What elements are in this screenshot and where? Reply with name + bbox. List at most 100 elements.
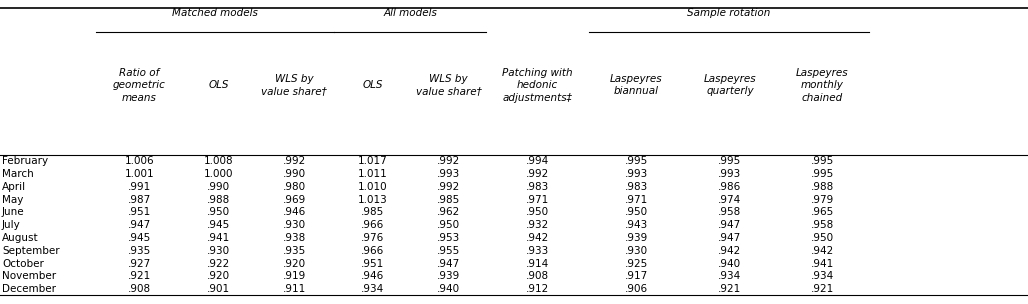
Text: .942: .942 — [526, 233, 549, 243]
Text: .925: .925 — [625, 259, 648, 268]
Text: .983: .983 — [526, 182, 549, 192]
Text: .990: .990 — [207, 182, 230, 192]
Text: .921: .921 — [719, 284, 741, 294]
Text: .901: .901 — [207, 284, 230, 294]
Text: .983: .983 — [625, 182, 648, 192]
Text: .995: .995 — [719, 157, 741, 166]
Text: .993: .993 — [437, 169, 461, 179]
Text: 1.011: 1.011 — [358, 169, 388, 179]
Text: .985: .985 — [361, 208, 384, 217]
Text: .992: .992 — [283, 157, 305, 166]
Text: .971: .971 — [625, 195, 648, 205]
Text: 1.001: 1.001 — [124, 169, 154, 179]
Text: Patching with
hedonic
adjustments‡: Patching with hedonic adjustments‡ — [503, 68, 573, 102]
Text: .950: .950 — [437, 220, 461, 230]
Text: .980: .980 — [283, 182, 305, 192]
Text: .993: .993 — [625, 169, 648, 179]
Text: .920: .920 — [283, 259, 305, 268]
Text: March: March — [2, 169, 34, 179]
Text: .947: .947 — [437, 259, 461, 268]
Text: 1.013: 1.013 — [358, 195, 388, 205]
Text: .935: .935 — [127, 246, 151, 256]
Text: WLS by
value share†: WLS by value share† — [261, 74, 327, 96]
Text: .941: .941 — [811, 259, 834, 268]
Text: .988: .988 — [207, 195, 230, 205]
Text: .908: .908 — [526, 271, 549, 281]
Text: .966: .966 — [361, 246, 384, 256]
Text: .940: .940 — [437, 284, 461, 294]
Text: .930: .930 — [283, 220, 305, 230]
Text: Laspeyres
biannual: Laspeyres biannual — [610, 74, 663, 96]
Text: .988: .988 — [811, 182, 834, 192]
Text: .921: .921 — [127, 271, 151, 281]
Text: .986: .986 — [719, 182, 741, 192]
Text: .962: .962 — [437, 208, 461, 217]
Text: .995: .995 — [811, 169, 834, 179]
Text: June: June — [2, 208, 25, 217]
Text: .969: .969 — [283, 195, 305, 205]
Text: .965: .965 — [811, 208, 834, 217]
Text: August: August — [2, 233, 39, 243]
Text: .992: .992 — [437, 182, 461, 192]
Text: September: September — [2, 246, 60, 256]
Text: February: February — [2, 157, 48, 166]
Text: .955: .955 — [437, 246, 461, 256]
Text: .943: .943 — [625, 220, 648, 230]
Text: .922: .922 — [207, 259, 230, 268]
Text: .995: .995 — [625, 157, 648, 166]
Text: .979: .979 — [811, 195, 834, 205]
Text: .935: .935 — [283, 246, 305, 256]
Text: .930: .930 — [207, 246, 230, 256]
Text: .995: .995 — [811, 157, 834, 166]
Text: .933: .933 — [526, 246, 549, 256]
Text: .934: .934 — [361, 284, 384, 294]
Text: .911: .911 — [283, 284, 305, 294]
Text: .912: .912 — [526, 284, 549, 294]
Text: .917: .917 — [625, 271, 648, 281]
Text: .951: .951 — [361, 259, 384, 268]
Text: .939: .939 — [437, 271, 461, 281]
Text: .950: .950 — [811, 233, 834, 243]
Text: .990: .990 — [283, 169, 305, 179]
Text: .953: .953 — [437, 233, 461, 243]
Text: 1.006: 1.006 — [124, 157, 154, 166]
Text: .950: .950 — [207, 208, 230, 217]
Text: .958: .958 — [719, 208, 741, 217]
Text: .992: .992 — [526, 169, 549, 179]
Text: .993: .993 — [719, 169, 741, 179]
Text: .939: .939 — [625, 233, 648, 243]
Text: .908: .908 — [127, 284, 151, 294]
Text: OLS: OLS — [209, 80, 228, 90]
Text: .946: .946 — [283, 208, 305, 217]
Text: .927: .927 — [127, 259, 151, 268]
Text: .985: .985 — [437, 195, 461, 205]
Text: .938: .938 — [283, 233, 305, 243]
Text: All models: All models — [383, 8, 437, 18]
Text: Laspeyres
quarterly: Laspeyres quarterly — [703, 74, 757, 96]
Text: .942: .942 — [719, 246, 741, 256]
Text: May: May — [2, 195, 24, 205]
Text: .950: .950 — [625, 208, 648, 217]
Text: .921: .921 — [811, 284, 834, 294]
Text: .920: .920 — [207, 271, 230, 281]
Text: .945: .945 — [207, 220, 230, 230]
Text: Sample rotation: Sample rotation — [687, 8, 771, 18]
Text: .991: .991 — [127, 182, 151, 192]
Text: .947: .947 — [719, 233, 741, 243]
Text: .919: .919 — [283, 271, 305, 281]
Text: .987: .987 — [127, 195, 151, 205]
Text: OLS: OLS — [363, 80, 382, 90]
Text: .950: .950 — [526, 208, 549, 217]
Text: .994: .994 — [526, 157, 549, 166]
Text: 1.010: 1.010 — [358, 182, 388, 192]
Text: WLS by
value share†: WLS by value share† — [415, 74, 482, 96]
Text: 1.008: 1.008 — [204, 157, 233, 166]
Text: .934: .934 — [719, 271, 741, 281]
Text: .951: .951 — [127, 208, 151, 217]
Text: .966: .966 — [361, 220, 384, 230]
Text: April: April — [2, 182, 26, 192]
Text: .934: .934 — [811, 271, 834, 281]
Text: October: October — [2, 259, 44, 268]
Text: .947: .947 — [127, 220, 151, 230]
Text: 1.017: 1.017 — [358, 157, 388, 166]
